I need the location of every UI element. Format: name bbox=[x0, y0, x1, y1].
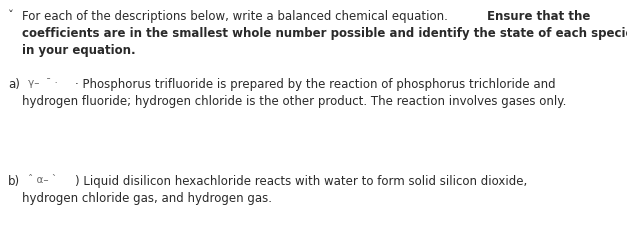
Text: For each of the descriptions below, write a balanced chemical equation.: For each of the descriptions below, writ… bbox=[22, 10, 451, 23]
Text: Ensure that the: Ensure that the bbox=[487, 10, 591, 23]
Text: hydrogen chloride gas, and hydrogen gas.: hydrogen chloride gas, and hydrogen gas. bbox=[22, 192, 272, 205]
Text: γ–  ¯ ·: γ– ¯ · bbox=[28, 78, 58, 88]
Text: hydrogen fluoride; hydrogen chloride is the other product. The reaction involves: hydrogen fluoride; hydrogen chloride is … bbox=[22, 95, 566, 108]
Text: coefficients are in the smallest whole number possible and identify the state of: coefficients are in the smallest whole n… bbox=[22, 27, 627, 40]
Text: ˇ: ˇ bbox=[8, 10, 14, 23]
Text: ˆ α– ˋ: ˆ α– ˋ bbox=[28, 175, 57, 185]
Text: ) Liquid disilicon hexachloride reacts with water to form solid silicon dioxide,: ) Liquid disilicon hexachloride reacts w… bbox=[75, 175, 527, 188]
Text: a): a) bbox=[8, 78, 20, 91]
Text: in your equation.: in your equation. bbox=[22, 44, 135, 57]
Text: b): b) bbox=[8, 175, 20, 188]
Text: · Phosphorus trifluoride is prepared by the reaction of phosphorus trichloride a: · Phosphorus trifluoride is prepared by … bbox=[75, 78, 556, 91]
